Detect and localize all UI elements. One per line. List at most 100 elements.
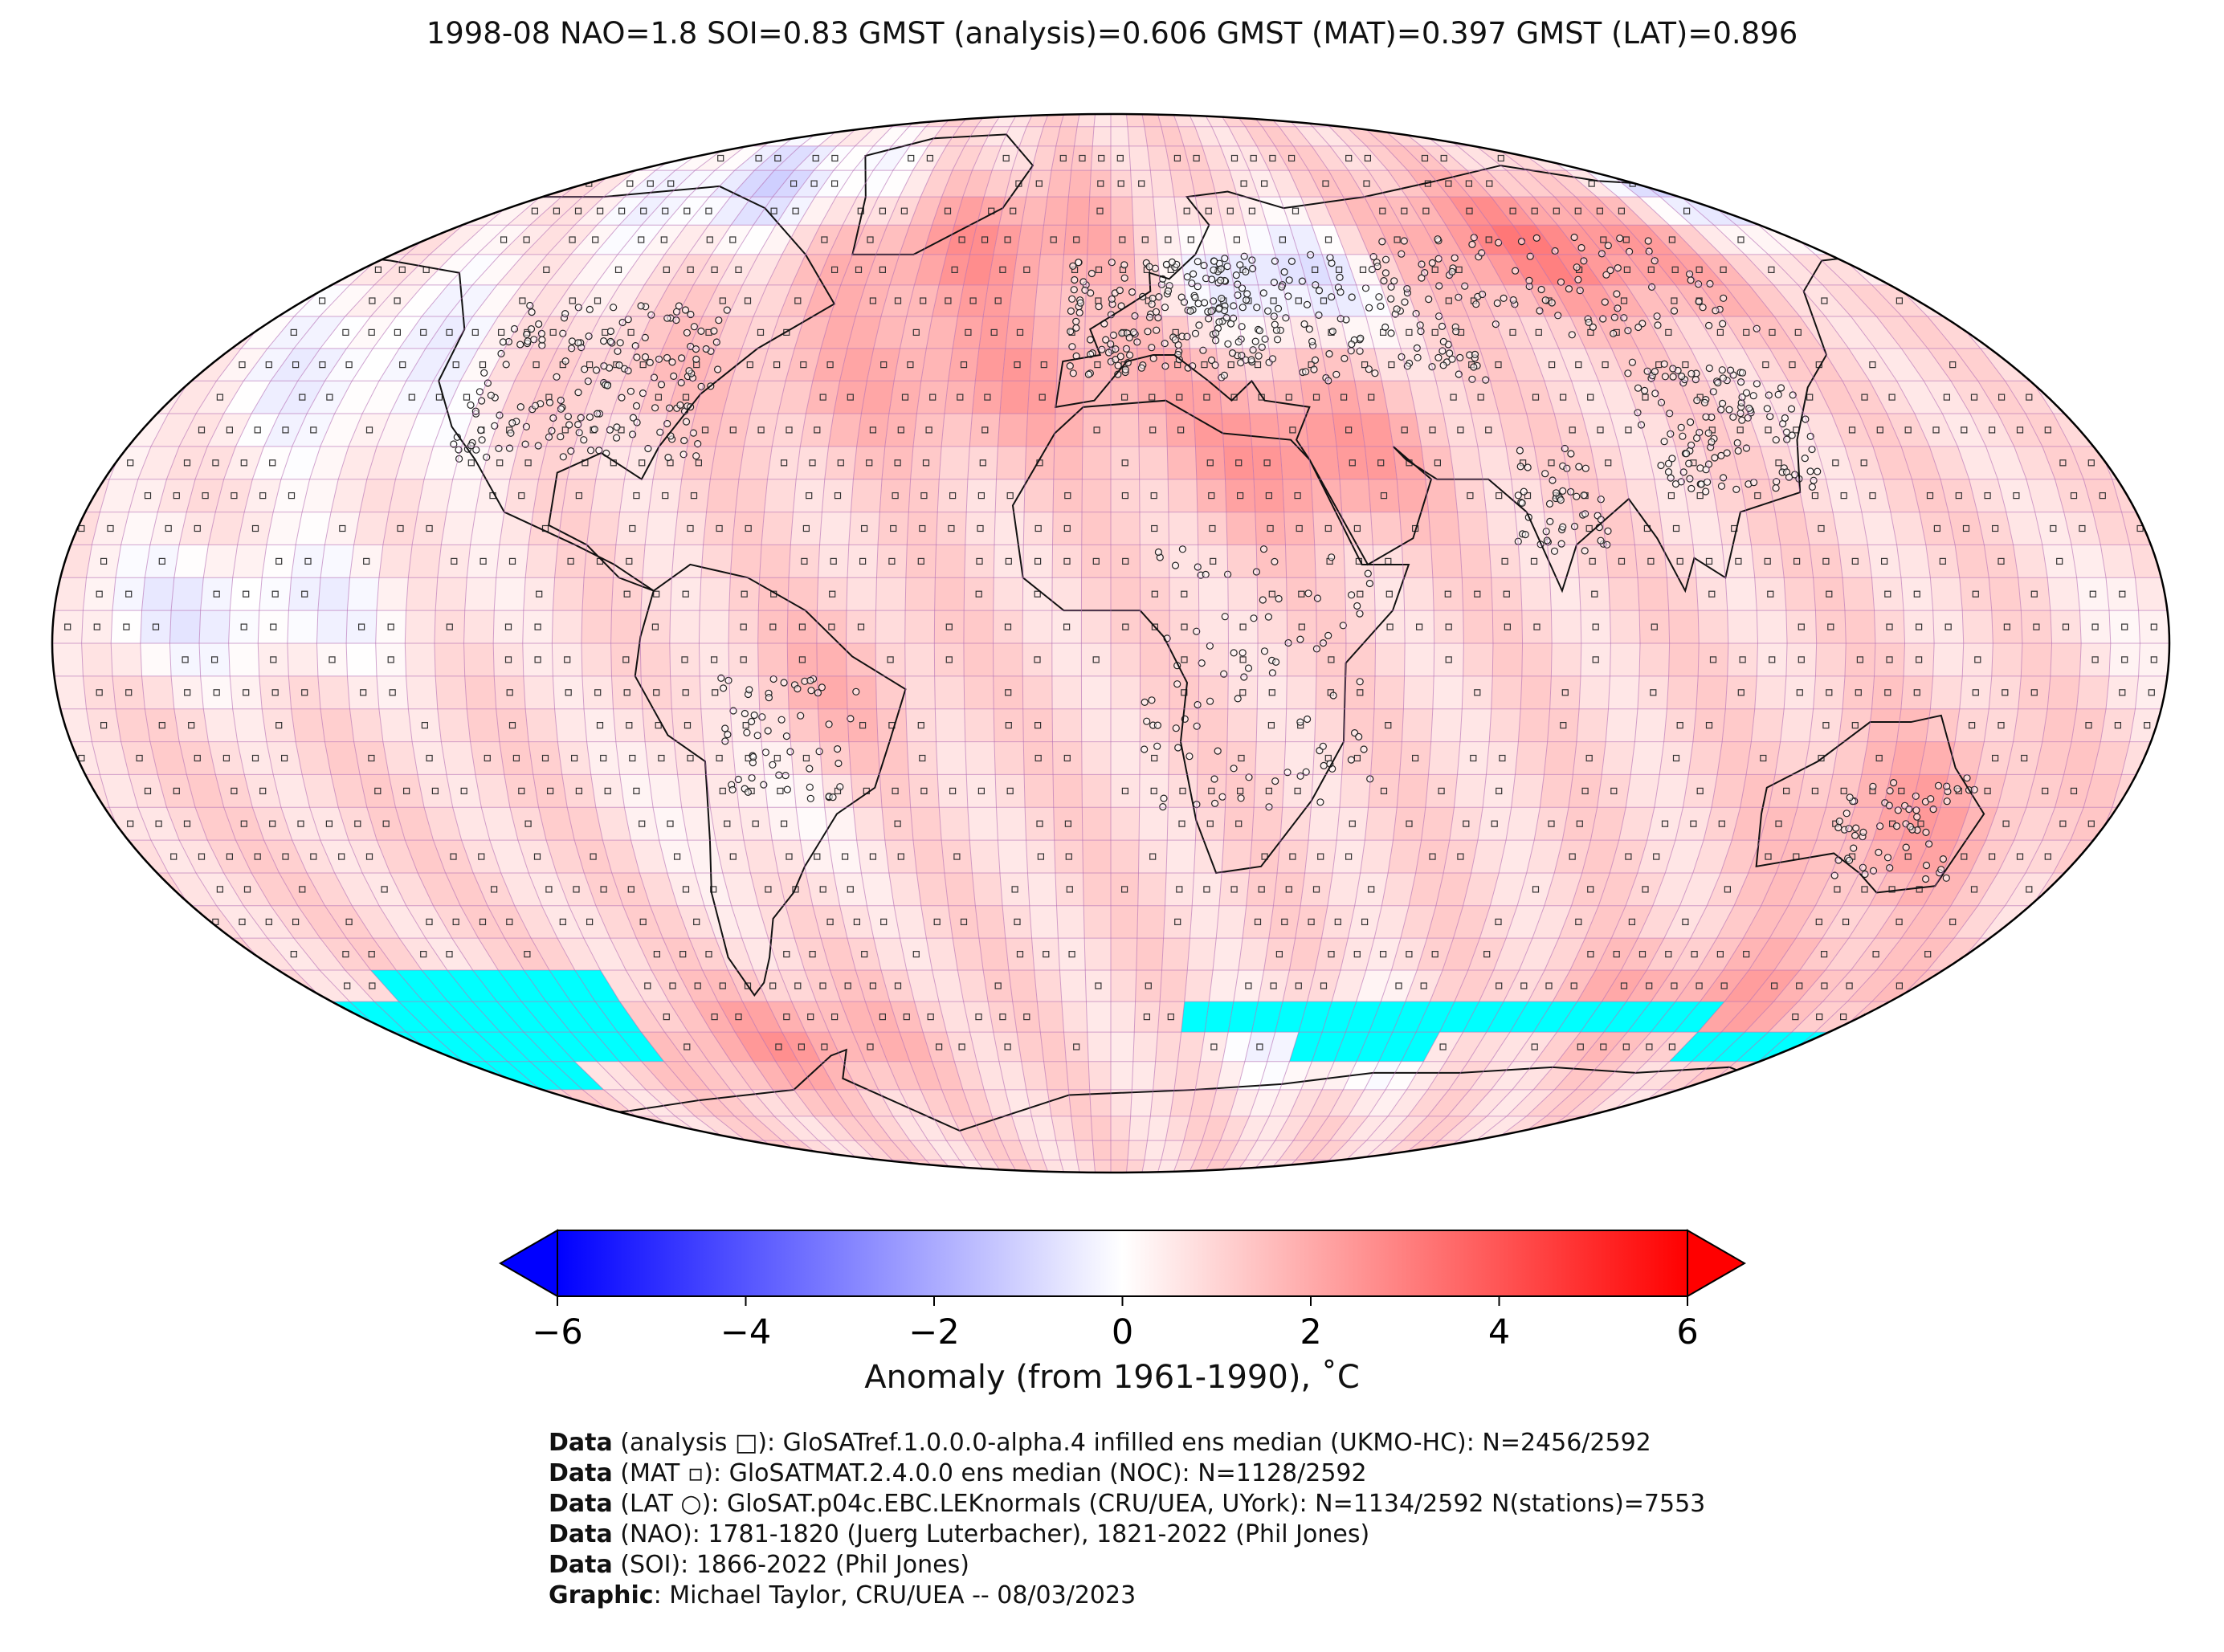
grid-cell — [1471, 840, 1507, 874]
grid-cell — [1053, 774, 1083, 808]
grid-cell — [1391, 938, 1427, 970]
grid-cell — [1690, 905, 1735, 939]
grid-cell — [574, 969, 620, 1002]
grid-cell — [1468, 1032, 1511, 1062]
grid-cell — [1081, 741, 1111, 775]
colorbar-tick-label: 4 — [1488, 1312, 1510, 1352]
grid-cell — [964, 708, 995, 742]
grid-cell — [1825, 938, 1875, 970]
grid-cell — [1721, 1001, 1774, 1033]
grid-cell — [1127, 1140, 1148, 1160]
grid-cell — [1216, 905, 1247, 939]
grid-cell — [641, 1061, 688, 1090]
grid-cell — [232, 708, 267, 742]
grid-cell — [992, 1116, 1020, 1141]
grid-cell — [1421, 1116, 1467, 1141]
grid-cell — [1132, 1032, 1158, 1062]
grid-cell — [1167, 807, 1197, 841]
grid-cell — [1948, 741, 1985, 775]
grid-cell — [710, 807, 745, 841]
grid-cell — [1087, 1032, 1111, 1062]
credit-line: Graphic: Michael Taylor, CRU/UEA -- 08/0… — [549, 1581, 1136, 1609]
grid-cell — [731, 1061, 773, 1090]
grid-cell — [1776, 840, 1817, 874]
grid-cell — [1697, 1001, 1749, 1033]
grid-cell — [1277, 840, 1309, 874]
grid-cell — [293, 938, 345, 970]
grid-cell — [1851, 938, 1902, 970]
grid-cell — [693, 1001, 736, 1033]
grid-cell — [533, 774, 568, 808]
grid-cell — [1077, 1160, 1096, 1173]
grid-cell — [1769, 905, 1816, 939]
grid-cell — [496, 1001, 548, 1033]
grid-cell — [828, 840, 862, 874]
grid-cell — [521, 1001, 571, 1033]
grid-cell — [1322, 1061, 1357, 1090]
grid-cell — [829, 1032, 866, 1062]
grid-cell — [1977, 873, 2026, 906]
grid-cell — [758, 905, 795, 939]
grid-cell — [600, 969, 645, 1002]
grid-cell — [1876, 938, 1928, 970]
grid-cell — [1262, 1140, 1294, 1160]
grid-cell — [1298, 1001, 1332, 1033]
grid-cell — [1630, 741, 1664, 775]
grid-cell — [1712, 774, 1747, 808]
grid-cell — [664, 1032, 709, 1062]
grid-cell — [2005, 873, 2054, 906]
grid-cell — [1089, 1089, 1111, 1116]
grid-cell — [1312, 1032, 1346, 1062]
grid-cell — [552, 1061, 604, 1090]
grid-cell — [1602, 741, 1635, 775]
grid-cell — [294, 969, 350, 1002]
grid-cell — [2034, 741, 2072, 775]
grid-cell — [1202, 1116, 1230, 1141]
grid-cell — [1638, 1061, 1692, 1090]
grid-cell — [1111, 1116, 1131, 1141]
grid-cell — [1740, 774, 1776, 808]
grid-cell — [1165, 873, 1194, 906]
grid-cell — [1517, 873, 1555, 906]
grid-cell — [1017, 1032, 1044, 1062]
grid-cell — [1569, 938, 1612, 970]
grid-cell — [251, 873, 298, 906]
grid-cell — [496, 708, 529, 742]
grid-cell — [914, 1001, 947, 1033]
grid-cell — [475, 774, 510, 808]
grid-cell — [624, 807, 659, 841]
grid-cell — [1554, 840, 1591, 874]
grid-cell — [1692, 840, 1732, 874]
grid-cell — [1402, 1116, 1447, 1141]
grid-cell — [1477, 807, 1512, 841]
grid-cell — [1190, 1089, 1217, 1116]
grid-cell — [969, 840, 1000, 874]
grid-cell — [645, 741, 678, 775]
grid-cell — [781, 1032, 821, 1062]
grid-cell — [1969, 774, 2006, 808]
grid-cell — [758, 1032, 798, 1062]
grid-cell — [489, 840, 529, 874]
grid-cell — [1393, 807, 1426, 841]
grid-cell — [1580, 1032, 1628, 1062]
grid-cell — [1595, 938, 1638, 970]
grid-cell — [546, 840, 585, 874]
grid-cell — [441, 741, 475, 775]
grid-cell — [398, 1001, 454, 1033]
grid-cell — [1621, 938, 1665, 970]
grid-cell — [1195, 1061, 1223, 1090]
grid-cell — [1204, 1001, 1234, 1033]
grid-cell — [1815, 873, 1859, 906]
grid-cell — [1083, 905, 1111, 939]
grid-cell — [1415, 840, 1450, 874]
grid-cell — [574, 840, 612, 874]
credit-line: Data (LAT ○): GloSAT.p04c.EBC.LEKnormals… — [549, 1490, 1706, 1518]
grid-cell — [995, 774, 1026, 808]
grid-cell — [2025, 840, 2071, 874]
credit-line: Data (analysis □): GloSATref.1.0.0.0-alp… — [549, 1429, 1651, 1457]
grid-cell — [1345, 1001, 1381, 1033]
grid-cell — [1746, 741, 1781, 775]
grid-cell — [920, 905, 953, 939]
grid-cell — [993, 1032, 1022, 1062]
grid-cell — [447, 1001, 500, 1033]
